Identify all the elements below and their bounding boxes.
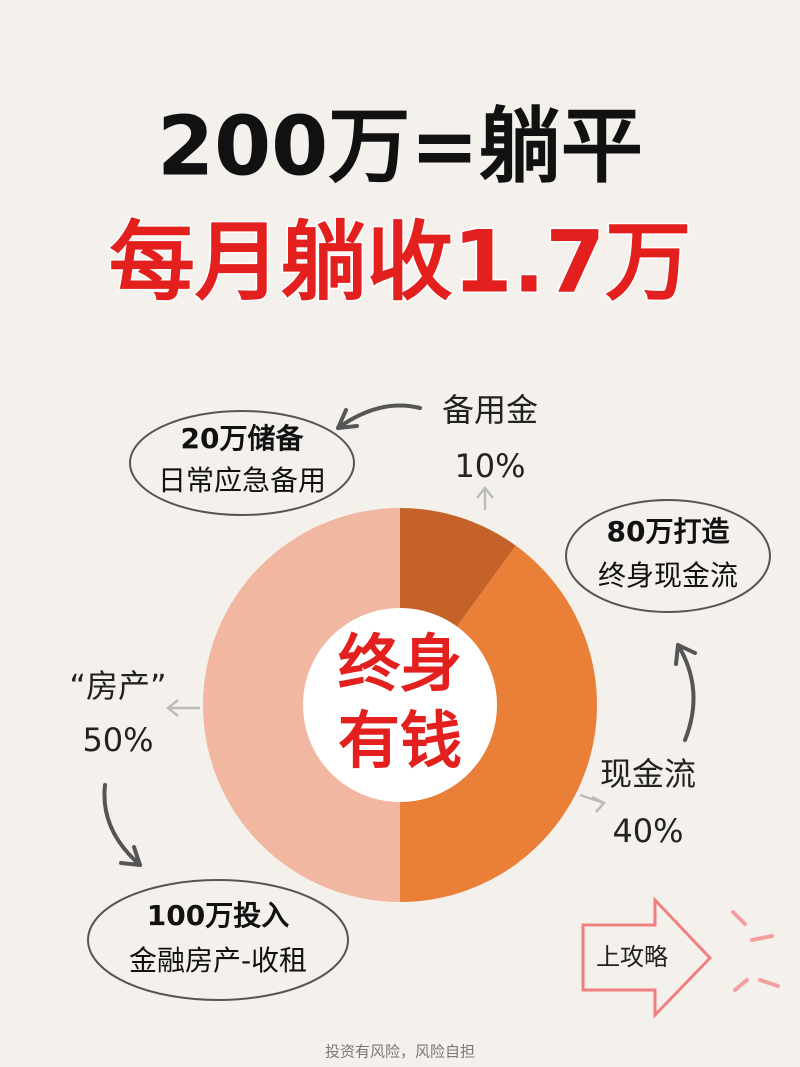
- annotation: 20万储备: [181, 422, 305, 455]
- value-label: 10%: [454, 447, 525, 485]
- button-arrow: [581, 896, 713, 1019]
- annotation-bubble: [565, 499, 771, 613]
- annotation: 金融房产-收租: [129, 944, 307, 977]
- value-label: 50%: [82, 721, 153, 759]
- annotation: 日常应急备用: [158, 464, 326, 497]
- center-text: 有钱: [338, 704, 462, 777]
- center-text: 终身: [338, 627, 462, 700]
- decoration: [731, 910, 780, 992]
- footer: 投资有风险，风险自担: [325, 1043, 475, 1061]
- arrow: [336, 403, 422, 430]
- donut-hole: [303, 608, 497, 802]
- annotation: 80万打造: [607, 515, 730, 548]
- category-label: 现金流: [600, 755, 696, 793]
- slice: [400, 545, 597, 902]
- annotation-bubble: [87, 879, 349, 1001]
- value-label: 40%: [612, 812, 683, 850]
- annotation: 100万投入: [147, 899, 289, 932]
- annotation: 终身现金流: [598, 559, 738, 592]
- category-label: 备用金: [442, 391, 538, 429]
- arrow: [165, 699, 200, 717]
- slice: [203, 508, 400, 902]
- title: 200万=躺平: [157, 99, 643, 194]
- subtitle: 每月躺收1.7万: [109, 212, 691, 312]
- button-label: 上攻略: [596, 943, 668, 971]
- arrow: [579, 793, 607, 813]
- arrow: [476, 485, 494, 510]
- arrow: [674, 643, 697, 742]
- annotation-bubble: [129, 410, 355, 516]
- arrow: [102, 783, 142, 867]
- category-label: “房产”: [69, 667, 166, 705]
